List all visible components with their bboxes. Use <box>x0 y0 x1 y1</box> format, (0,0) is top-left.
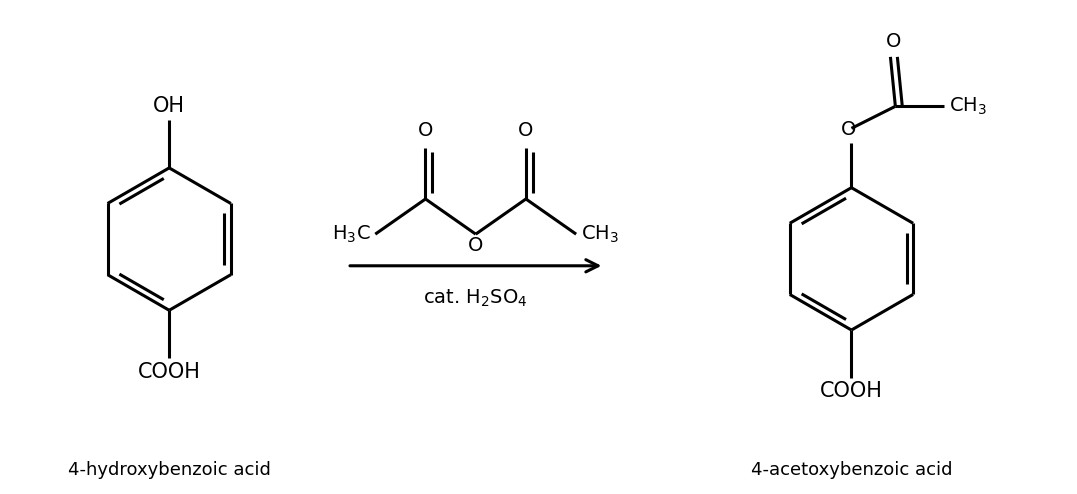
Text: O: O <box>468 236 484 255</box>
Text: 4-hydroxybenzoic acid: 4-hydroxybenzoic acid <box>68 461 270 479</box>
Text: 4-acetoxybenzoic acid: 4-acetoxybenzoic acid <box>751 461 952 479</box>
Text: CH$_3$: CH$_3$ <box>582 223 619 245</box>
Text: O: O <box>418 121 433 140</box>
Text: COOH: COOH <box>820 381 883 402</box>
Text: O: O <box>841 120 856 139</box>
Text: COOH: COOH <box>138 362 200 382</box>
Text: OH: OH <box>153 96 185 117</box>
Text: CH$_3$: CH$_3$ <box>949 96 988 117</box>
Text: cat. H$_2$SO$_4$: cat. H$_2$SO$_4$ <box>423 288 528 309</box>
Text: H$_3$C: H$_3$C <box>332 223 370 245</box>
Text: O: O <box>886 32 901 51</box>
Text: O: O <box>518 121 533 140</box>
